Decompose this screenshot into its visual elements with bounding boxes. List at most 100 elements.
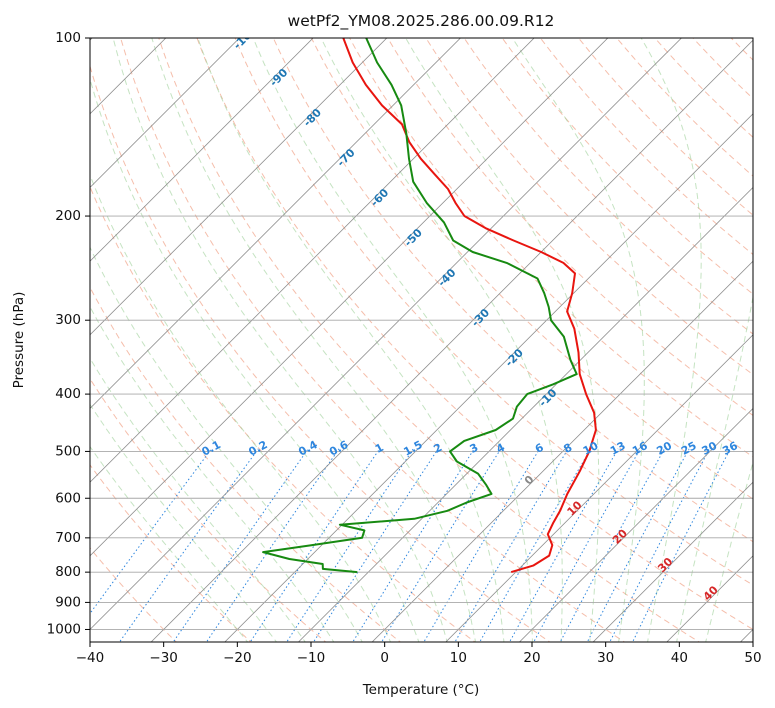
mixing-ratio-line: [312, 448, 439, 642]
dry-adiabat-line: [756, 25, 775, 645]
y-tick-label: 800: [55, 564, 81, 580]
mixing-ratio-label: 2: [431, 441, 444, 456]
x-tick-label: 0: [380, 650, 389, 666]
moist-adiabat-line: [640, 38, 702, 642]
isobars: [90, 38, 753, 630]
dry-adiabat-line: [90, 286, 402, 642]
mixing-ratio-line: [533, 448, 641, 642]
moist-adiabat-line: [405, 38, 600, 642]
mixing-ratio-label: 13: [608, 439, 628, 458]
dry-adiabat-line: [654, 38, 753, 138]
moist-adiabat-line: [197, 38, 505, 642]
mixing-ratio-line: [286, 448, 414, 642]
isotherm-line: [90, 38, 314, 262]
mixing-ratio-label: 30: [700, 439, 720, 458]
dry-adiabat-line: [158, 38, 701, 642]
mixing-ratio-line: [172, 448, 309, 642]
mixing-ratio-line: [90, 448, 212, 615]
mixing-ratio-label: 0.4: [296, 438, 320, 459]
isotherm-label: -60: [368, 186, 391, 209]
mixing-ratio-label: 0.1: [200, 438, 223, 459]
moist-adiabat-line: [90, 445, 249, 642]
mixing-ratio-labels: 0.1 0.2 0.4 0.6 1 1.5 2 3 4 6 8 10 13 16 20 25 30 36: [200, 438, 741, 459]
mixing-ratio-label: 36: [720, 439, 740, 458]
y-tick-label: 400: [55, 386, 81, 402]
x-tick-label: 30: [597, 650, 614, 666]
y-axis-ticks: 1000 900 800 700 600 500 400 300 200 100: [47, 30, 90, 637]
mixing-ratio-label: 10: [581, 439, 601, 458]
mixing-ratio-label: 16: [630, 439, 650, 458]
dry-adiabats: [90, 25, 775, 645]
isotherm-line: [592, 481, 753, 642]
mixing-ratio-line: [118, 448, 259, 642]
y-tick-label: 300: [55, 312, 81, 328]
isotherm-line: [518, 407, 753, 642]
background-lines: -100-90-80-70-60-50-40-30-20-10010203040…: [90, 25, 775, 645]
moist-adiabat-line: [90, 246, 363, 642]
isotherm-line: [445, 334, 753, 642]
dry-adiabat-line: [730, 38, 753, 61]
mixing-ratio-label: 0.2: [246, 438, 269, 459]
dry-adiabat-line: [463, 38, 753, 335]
mixing-ratio-label: 1.5: [401, 438, 424, 459]
dry-adiabat-line: [425, 38, 753, 376]
dry-adiabat-line: [272, 38, 753, 543]
profile-line: [262, 38, 578, 574]
mixing-ratio-line: [381, 448, 502, 642]
moist-adiabat-line: [90, 173, 392, 642]
dry-adiabat-line: [196, 38, 753, 631]
isotherm-line: [90, 38, 609, 557]
isotherm-label: 10: [565, 498, 585, 518]
isotherm-line: [297, 186, 753, 642]
x-tick-label: −20: [223, 650, 252, 666]
dry-adiabat-line: [90, 464, 252, 642]
moist-adiabat-line: [705, 460, 753, 642]
moist-adiabat-line: [252, 38, 533, 642]
isotherm-label: -90: [267, 66, 290, 89]
y-tick-label: 900: [55, 594, 81, 610]
profile-line: [342, 38, 597, 574]
isotherm-label: -70: [334, 146, 357, 169]
dry-adiabat-line: [577, 38, 753, 216]
isotherm-line: [90, 38, 241, 189]
isotherm-line: [224, 113, 753, 642]
mixing-ratio-label: 1: [373, 441, 386, 456]
dry-adiabat-line: [349, 38, 753, 458]
x-tick-label: −10: [297, 650, 326, 666]
isotherm-label: 20: [610, 527, 630, 547]
y-tick-label: 600: [55, 490, 81, 506]
moist-adiabat-line: [90, 305, 335, 642]
moist-adiabat-line: [112, 38, 448, 642]
moist-adiabat-line: [511, 38, 645, 642]
mixing-ratio-label: 8: [561, 441, 574, 456]
isotherm-label: 40: [701, 583, 721, 603]
moist-adiabat-line: [90, 77, 420, 642]
mixing-ratio-line: [509, 448, 619, 642]
mixing-ratio-line: [609, 448, 711, 642]
dry-adiabat-line: [539, 38, 753, 256]
moist-adiabat-line: [676, 294, 753, 642]
isotherm-label: -20: [503, 346, 526, 369]
mixing-ratio-line: [632, 448, 731, 642]
isotherm-label: -50: [402, 226, 425, 249]
y-axis-label: Pressure (hPa): [11, 292, 27, 389]
isotherm-label: -80: [301, 106, 324, 129]
dry-adiabat-line: [120, 38, 626, 642]
mixing-ratio-line: [586, 448, 690, 642]
mixing-ratio-label: 20: [654, 439, 674, 458]
x-tick-label: 10: [450, 650, 467, 666]
chart-title: wetPf2_YM08.2025.286.00.09.R12: [288, 12, 555, 31]
x-tick-label: 50: [744, 650, 761, 666]
moist-adiabat-line: [90, 357, 306, 642]
x-tick-label: 20: [523, 650, 540, 666]
x-axis-label: Temperature (°C): [362, 682, 480, 698]
y-tick-label: 200: [55, 208, 81, 224]
isotherm-line: [739, 628, 753, 642]
isotherm-line: [90, 38, 683, 631]
x-axis-ticks: −40 −30 −20 −10 0 10 20 30 40 50: [76, 642, 762, 666]
y-tick-label: 700: [55, 530, 81, 546]
mixing-ratio-label: 3: [468, 441, 481, 456]
x-tick-label: 40: [671, 650, 688, 666]
mixing-ratio-line: [352, 448, 475, 642]
mixing-ratio-line: [559, 448, 665, 642]
